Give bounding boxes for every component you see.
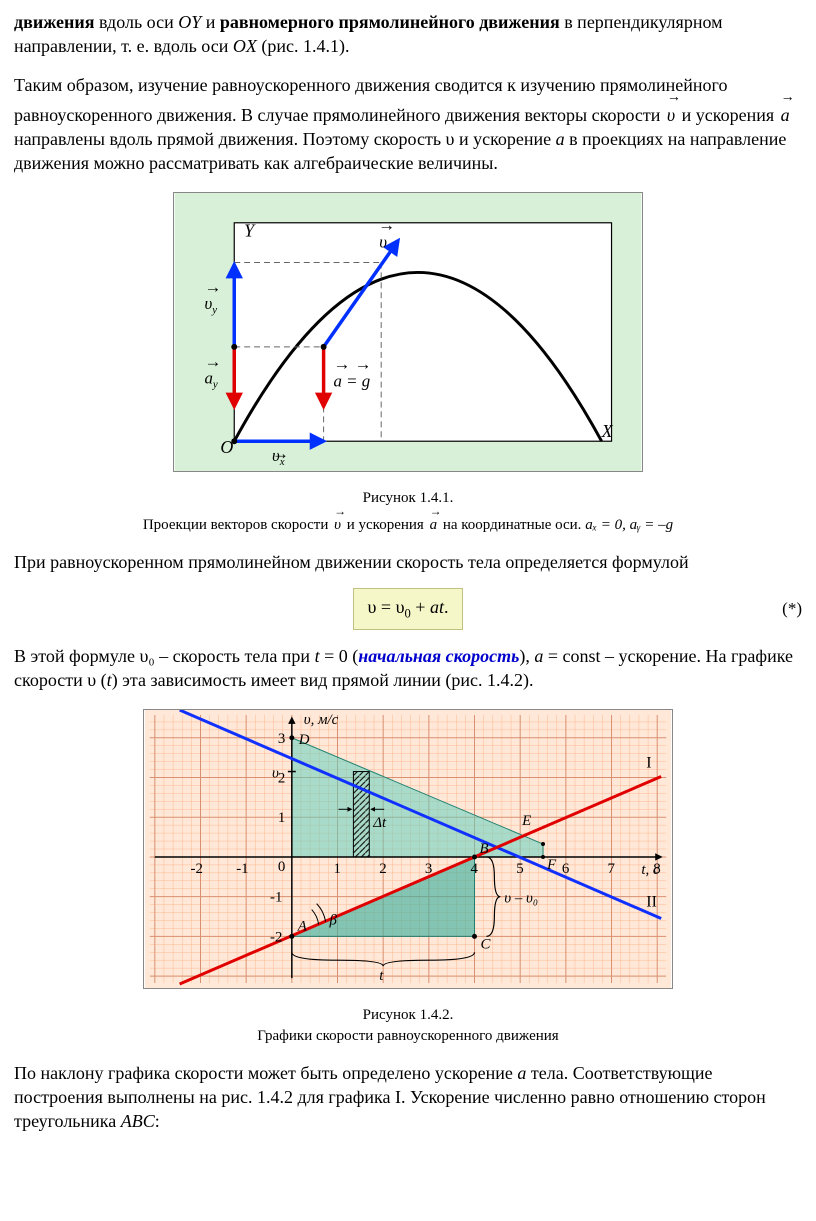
fig2-I: I (646, 754, 651, 771)
svg-text:6: 6 (562, 860, 569, 876)
fig1-cap-v: υ (334, 509, 341, 536)
svg-text:-2: -2 (191, 860, 203, 876)
fig1-cap-a: a (430, 509, 438, 536)
paragraph-4: В этой формуле υ₀ – скорость тела при t … (14, 644, 802, 693)
svg-text:2: 2 (278, 770, 285, 786)
fig2-C: C (480, 936, 491, 952)
fig2-B: B (479, 841, 488, 857)
fig2-v: υ (272, 765, 279, 781)
p4-init: начальная скорость (358, 646, 519, 666)
fig1-g: g (362, 371, 370, 390)
fig1-cap-s2: и ускорения (347, 517, 428, 533)
svg-text:4: 4 (471, 860, 479, 876)
fig2-xlabel: t, с (641, 861, 660, 877)
figure-1-svg: Y X O → υ → υy → ay → → a = g → υx (173, 192, 643, 472)
p1-ox: OX (233, 36, 257, 56)
fig1-label-X: X (601, 421, 614, 441)
formula-tag: (*) (782, 598, 802, 621)
paragraph-2: Таким образом, изучение равноускоренного… (14, 73, 802, 176)
fig2-ylabel: υ, м/с (304, 711, 339, 727)
fig1-cap-s3: на координатные оси. (443, 517, 585, 533)
figure-1: Y X O → υ → υy → ay → → a = g → υx (14, 192, 802, 536)
svg-text:3: 3 (278, 730, 285, 746)
p4-s2: = 0 ( (320, 646, 359, 666)
vector-v-inline: υ (667, 97, 675, 127)
fig2-F: F (546, 856, 557, 872)
fig1-ay: a (204, 368, 212, 387)
p2-s1: Таким образом, изучение равноускоренного… (14, 75, 728, 125)
fig1-title: Рисунок 1.4.1. (14, 488, 802, 509)
fig2-vv0: υ – υ₀ (504, 890, 538, 906)
svg-text:1: 1 (334, 860, 341, 876)
formula-text: υ = υ0 + at. (368, 597, 449, 617)
svg-text:1: 1 (278, 810, 285, 826)
p1-oy: OY (178, 12, 201, 32)
fig2-A: A (297, 918, 308, 934)
p4-s1: В этой формуле υ₀ – скорость тела при (14, 646, 315, 666)
paragraph-5: По наклону графика скорости может быть о… (14, 1061, 802, 1134)
svg-text:a = g: a = g (334, 371, 371, 390)
p2-s3: направлены вдоль прямой движения. Поэтом… (14, 129, 556, 149)
p1-bold2: равномерного прямолинейного движения (220, 12, 560, 32)
p1-s3: и (201, 12, 220, 32)
fig2-beta: β (329, 912, 338, 928)
p2-s2: и ускорения (682, 105, 779, 125)
p5-abc: ABC (121, 1111, 155, 1131)
vector-a-inline: a (781, 97, 790, 127)
svg-text:3: 3 (425, 860, 432, 876)
p1-bold1: движения (14, 12, 94, 32)
paragraph-1: движения вдоль оси OY и равномерного пря… (14, 10, 802, 59)
fig1-v: υ (379, 232, 387, 251)
fig2-II: II (646, 893, 657, 910)
p4-s5: ) эта зависимость имеет вид прямой линии… (112, 670, 534, 690)
svg-text:-1: -1 (236, 860, 248, 876)
p1-s6: (рис. 1.4.1). (257, 36, 350, 56)
fig1-ag: a (334, 371, 342, 390)
figure-2: -2-112345678 -2-1123 υ, м/с t, с D B A C… (14, 709, 802, 1047)
fig2-E: E (521, 813, 531, 829)
p5-s3: : (155, 1111, 160, 1131)
figure-1-caption: Рисунок 1.4.1. Проекции векторов скорост… (14, 488, 802, 536)
formula-box: υ = υ0 + at. (353, 588, 464, 630)
fig1-label-O: O (220, 437, 233, 457)
svg-text:2: 2 (379, 860, 386, 876)
p4-a: a (534, 646, 543, 666)
fig2-dt: Δt (372, 815, 387, 831)
svg-text:5: 5 (516, 860, 523, 876)
svg-text:7: 7 (608, 860, 616, 876)
paragraph-3: При равноускоренном прямолинейном движен… (14, 550, 802, 574)
p1-s2: вдоль оси (94, 12, 178, 32)
p4-s3: ), (519, 646, 534, 666)
figure-2-caption: Рисунок 1.4.2. Графики скорости равноуск… (14, 1005, 802, 1047)
p5-s1: По наклону графика скорости может быть о… (14, 1063, 517, 1083)
fig1-cap-eq: aₓ = 0, aᵧ = –g (585, 517, 673, 533)
svg-text:-1: -1 (270, 889, 282, 905)
fig1-cap-s1: Проекции векторов скорости (143, 517, 332, 533)
svg-text:0: 0 (278, 858, 285, 874)
fig2-title: Рисунок 1.4.2. (14, 1005, 802, 1026)
figure-2-svg: -2-112345678 -2-1123 υ, м/с t, с D B A C… (143, 709, 673, 989)
p2-a2: a (556, 129, 565, 149)
fig2-D: D (298, 731, 310, 747)
formula-row: υ = υ0 + at. (*) (14, 588, 802, 630)
fig2-subcaption: Графики скорости равноускоренного движен… (14, 1026, 802, 1047)
svg-text:-2: -2 (270, 929, 282, 945)
